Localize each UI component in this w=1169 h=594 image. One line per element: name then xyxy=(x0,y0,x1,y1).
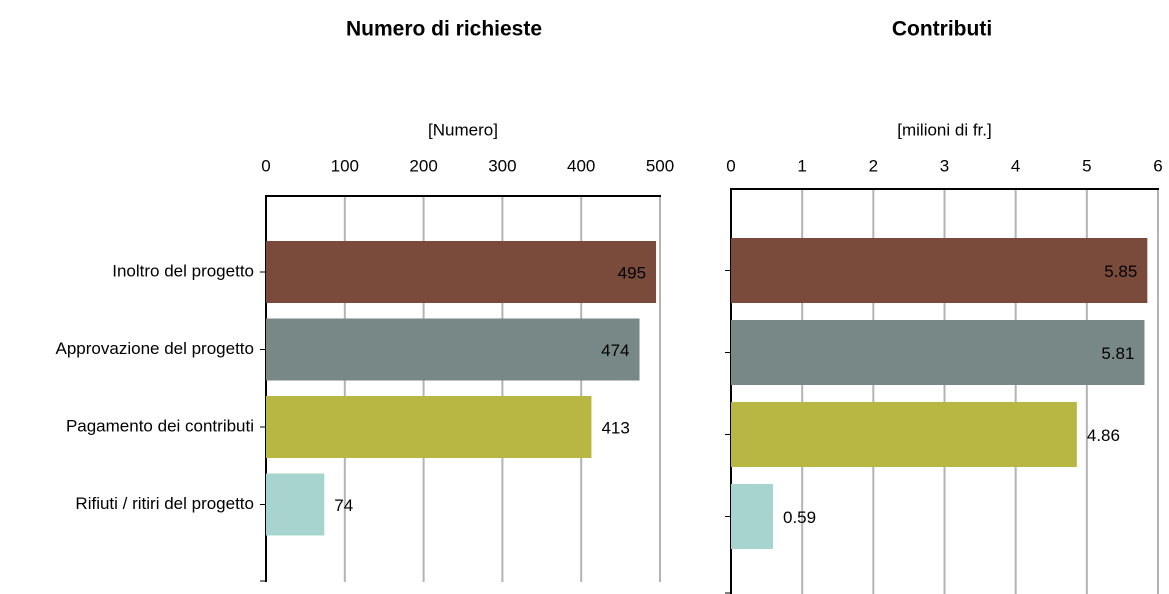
bar xyxy=(731,238,1148,303)
bar xyxy=(266,241,657,303)
x-tick-label: 6 xyxy=(1153,156,1162,175)
bar xyxy=(731,402,1077,467)
y-tick-label: Approvazione del progetto xyxy=(56,339,254,358)
x-tick-label: 200 xyxy=(409,156,437,175)
x-tick-label: 2 xyxy=(869,156,878,175)
bar xyxy=(266,473,325,536)
x-tick-label: 300 xyxy=(488,156,516,175)
x-tick-label: 0 xyxy=(261,156,270,175)
x-tick-label: 0 xyxy=(726,156,735,175)
x-tick-label: 100 xyxy=(331,156,359,175)
axis-label: [milioni di fr.] xyxy=(897,120,991,139)
chart-title: Numero di richieste xyxy=(346,18,542,41)
axis-label: [Numero] xyxy=(428,120,498,139)
chart-title: Contributi xyxy=(892,18,992,41)
y-tick-label: Inoltro del progetto xyxy=(112,261,254,280)
data-label: 474 xyxy=(601,341,629,360)
data-label: 495 xyxy=(618,263,646,282)
data-label: 4.86 xyxy=(1087,426,1120,445)
bar xyxy=(266,396,592,458)
data-label: 413 xyxy=(601,418,629,437)
y-tick-label: Rifiuti / ritiri del progetto xyxy=(75,494,254,513)
x-tick-label: 3 xyxy=(940,156,949,175)
data-label: 5.81 xyxy=(1101,344,1134,363)
x-tick-label: 4 xyxy=(1011,156,1020,175)
data-label: 0.59 xyxy=(783,508,816,527)
data-label: 74 xyxy=(334,496,353,515)
bar xyxy=(266,318,640,381)
bar xyxy=(731,320,1145,385)
data-label: 5.85 xyxy=(1104,262,1137,281)
bar xyxy=(731,484,773,549)
x-tick-label: 400 xyxy=(567,156,595,175)
x-tick-label: 500 xyxy=(646,156,674,175)
y-tick-label: Pagamento dei contributi xyxy=(66,416,254,435)
x-tick-label: 1 xyxy=(797,156,806,175)
x-tick-label: 5 xyxy=(1082,156,1091,175)
